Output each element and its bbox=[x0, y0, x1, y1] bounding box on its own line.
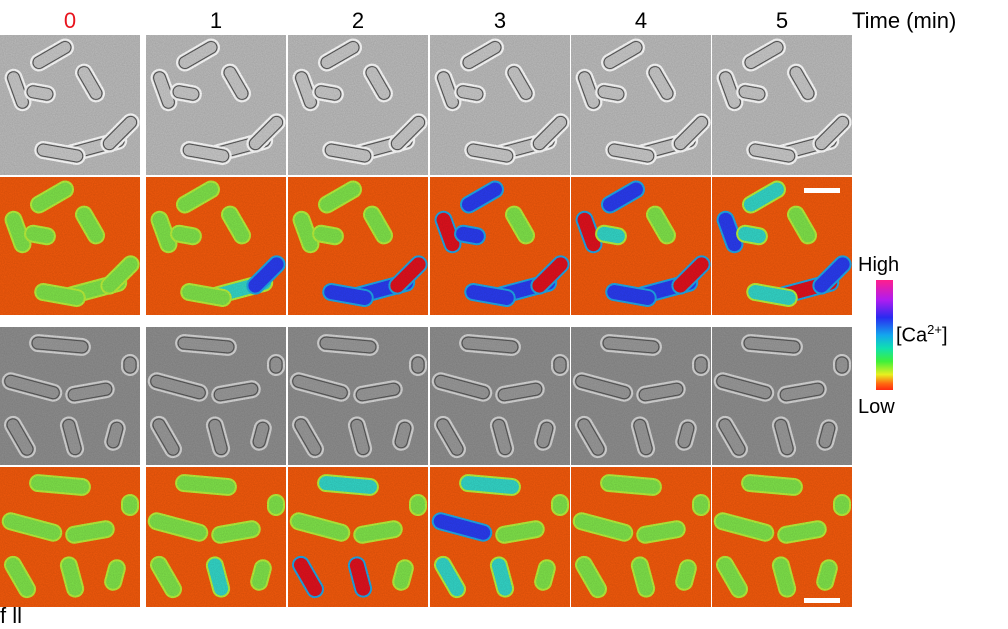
micrograph-panel bbox=[146, 467, 286, 607]
scale-bar bbox=[804, 188, 840, 193]
micrograph-panel bbox=[288, 467, 428, 607]
micrograph-panel bbox=[571, 467, 711, 607]
time-label-2: 2 bbox=[351, 8, 365, 33]
micrograph-panel bbox=[712, 35, 852, 175]
micrograph-panel bbox=[146, 177, 286, 315]
micrograph-panel bbox=[288, 177, 428, 315]
micrograph-panel bbox=[712, 467, 852, 607]
colorbar-low-label: Low bbox=[858, 396, 895, 418]
micrograph-panel bbox=[571, 177, 711, 315]
micrograph-panel bbox=[571, 327, 711, 465]
time-label-0: 0 bbox=[63, 8, 77, 33]
time-label-1: 1 bbox=[209, 8, 223, 33]
time-label-5: 5 bbox=[775, 8, 789, 33]
micrograph-panel bbox=[712, 327, 852, 465]
micrograph-panel bbox=[0, 327, 140, 465]
time-label-3: 3 bbox=[493, 8, 507, 33]
scale-bar bbox=[804, 598, 840, 603]
micrograph-panel bbox=[0, 177, 140, 315]
micrograph-panel bbox=[430, 35, 570, 175]
caption-fragment: f ll bbox=[0, 603, 22, 628]
micrograph-panel bbox=[146, 327, 286, 465]
micrograph-panel bbox=[430, 327, 570, 465]
micrograph-panel bbox=[288, 327, 428, 465]
time-unit-label: Time (min) bbox=[852, 8, 957, 33]
micrograph-panel bbox=[712, 177, 852, 315]
colorbar-high-label: High bbox=[858, 254, 900, 276]
micrograph-panel bbox=[430, 177, 570, 315]
micrograph-panel bbox=[288, 35, 428, 175]
calcium-colorbar bbox=[876, 280, 893, 390]
micrograph-panel bbox=[146, 35, 286, 175]
micrograph-panel bbox=[571, 35, 711, 175]
micrograph-panel bbox=[430, 467, 570, 607]
micrograph-panel bbox=[0, 467, 140, 607]
time-label-4: 4 bbox=[634, 8, 648, 33]
colorbar-quantity-label: [Ca2+] bbox=[896, 322, 948, 347]
micrograph-panel bbox=[0, 35, 140, 175]
